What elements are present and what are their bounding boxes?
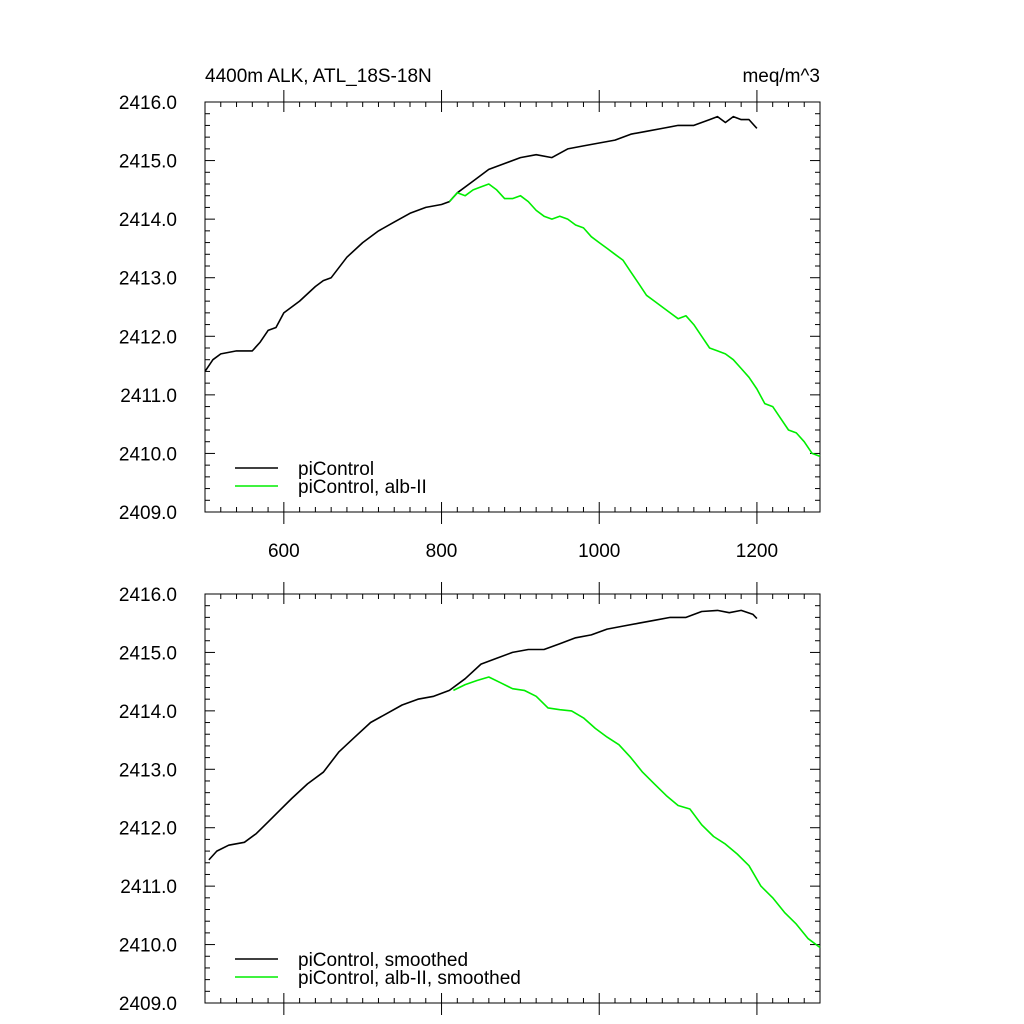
y-tick-label: 2414.0 [119, 702, 177, 723]
x-tick-label: 1200 [736, 541, 778, 562]
y-tick-label: 2411.0 [120, 386, 177, 407]
y-tick-label: 2411.0 [120, 877, 177, 898]
series-line-0 [204, 115, 758, 372]
y-tick-label: 2412.0 [119, 327, 177, 348]
legend-label: piControl, alb-II [298, 477, 427, 498]
bottom-panel: 2409.0 2410.0 2411.0 2412.0 2413.0 2414.0 2415… [119, 582, 821, 1015]
y-tick-label: 2416.0 [119, 93, 177, 114]
units-label: meq/m^3 [742, 66, 820, 87]
y-tick-label: 2414.0 [119, 210, 177, 231]
legend-label: piControl, smoothed [298, 950, 468, 971]
y-tick-label: 2413.0 [119, 269, 177, 290]
series-line-0 [208, 609, 758, 861]
y-tick-label: 2413.0 [119, 760, 177, 781]
legend-label: piControl [298, 459, 374, 480]
y-tick-label: 2410.0 [119, 936, 177, 957]
x-tick-label: 800 [426, 541, 458, 562]
legend-label: piControl, alb-II, smoothed [298, 968, 521, 989]
plot-title: 4400m ALK, ATL_18S-18N [205, 66, 432, 87]
y-tick-label: 2415.0 [119, 152, 177, 173]
series-line-1 [448, 183, 821, 458]
y-tick-label: 2409.0 [119, 994, 177, 1015]
series-line-1 [453, 676, 821, 949]
y-tick-label: 2412.0 [119, 819, 177, 840]
x-tick-label: 600 [268, 541, 300, 562]
plot-frame [204, 101, 821, 513]
y-tick-label: 2409.0 [119, 503, 177, 524]
y-tick-label: 2410.0 [119, 444, 177, 465]
plot-frame [204, 593, 821, 1004]
x-tick-label: 1000 [578, 541, 620, 562]
y-tick-label: 2416.0 [119, 585, 177, 606]
top-panel: 2409.0 2410.0 2411.0 2412.0 2413.0 2414.0 2415… [119, 90, 821, 562]
y-tick-label: 2415.0 [119, 643, 177, 664]
